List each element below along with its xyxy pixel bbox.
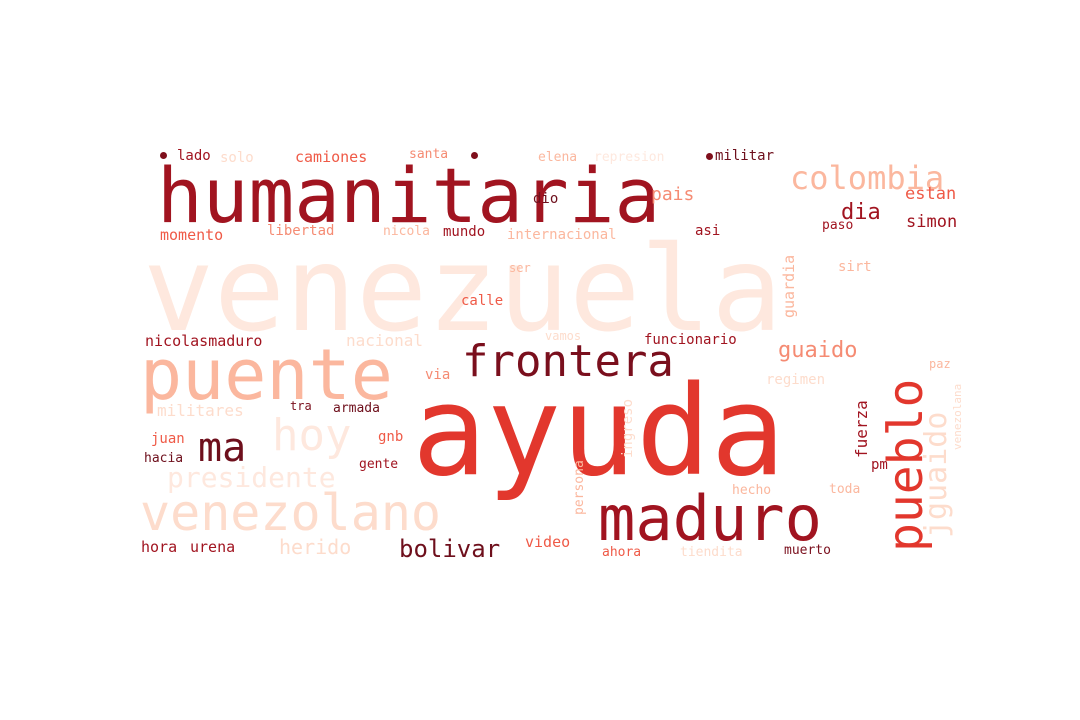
word-humanitaria: humanitaria [157,151,661,240]
word-militar: militar [715,148,775,164]
word-camiones: camiones [295,148,368,166]
word-asi: asi [695,223,721,239]
word-regimen: regimen [766,372,826,388]
word-video: video [525,533,571,551]
word-jguaido: jguaido [919,411,954,538]
word-pm: pm [871,457,888,473]
word-calle: calle [461,293,504,309]
word-paso: paso [822,218,854,233]
word-juan: juan [151,431,185,447]
word-estan: estan [905,184,957,204]
word-armada: armada [333,401,380,416]
word-hora: hora [141,538,178,556]
word-urena: urena [190,538,236,556]
word-gnb: gnb [378,429,404,445]
word-militares: militares [157,401,244,420]
word-ahora: ahora [602,545,642,560]
word-vamos: vamos [545,329,582,343]
word-puente: puente [140,334,393,416]
word-nacional: nacional [346,331,424,350]
dot-mark [471,152,478,159]
word-represion: represion [594,150,665,165]
word-funcionario: funcionario [644,332,737,348]
word-ser: ser [509,261,531,275]
word-pais: pais [651,184,695,205]
word-dia: dia [841,200,881,225]
word-sirt: sirt [838,259,872,275]
word-gente: gente [359,457,399,472]
word-hacia: hacia [144,451,184,466]
word-hecho: hecho [732,483,772,498]
word-internacional: internacional [507,227,617,243]
word-tra: tra [290,399,312,413]
word-guaido: guaido [778,338,858,363]
word-dio: dio [533,191,559,207]
word-hoy: hoy [272,410,352,461]
word-paz: paz [929,357,951,371]
word-tiendita: tiendita [680,545,743,560]
word-momento: momento [160,226,224,244]
word-bolivar: bolivar [399,535,501,563]
dot-mark [160,152,167,159]
word-elena: elena [538,150,578,165]
word-maduro: maduro [598,482,822,555]
word-muerto: muerto [784,543,831,558]
word-presidente: presidente [167,461,336,494]
word-venezuela: venezuela [143,220,783,358]
word-venezolano: venezolano [140,484,442,542]
word-guardia: guardia [780,254,798,318]
word-simon: simon [906,212,958,232]
dot-mark [706,153,713,160]
word-fuerza: fuerza [852,400,871,458]
word-nicolasmaduro: nicolasmaduro [145,332,263,350]
word-herido: herido [279,535,352,559]
word-ayuda: ayuda [412,360,786,504]
word-lado: lado [177,148,211,164]
word-frontera: frontera [462,336,674,387]
word-libertad: libertad [267,223,335,239]
word-ma: ma [198,425,247,471]
word-venezolana: venezolana [951,383,964,450]
word-via: via [425,367,451,383]
word-santa: santa [409,147,449,162]
word-mundo: mundo [443,224,486,240]
word-colombia: colombia [790,159,945,197]
word-nicola: nicola [383,224,430,239]
word-persona: persona [572,460,587,515]
word-ingreso: ingreso [620,398,636,458]
word-solo: solo [220,150,254,166]
word-toda: toda [829,482,861,497]
